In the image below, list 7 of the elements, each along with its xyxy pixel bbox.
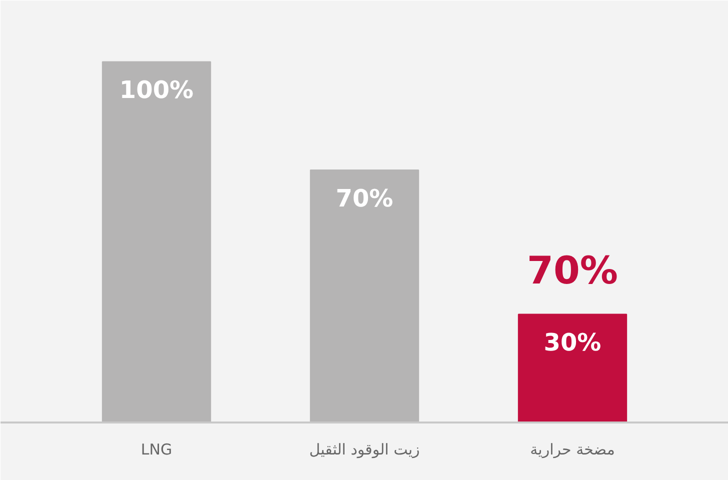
data-label: 70% [336,184,394,212]
x-tick-label: LNG [140,440,172,458]
data-label: 30% [544,328,602,357]
x-tick-label: زيت الوقود الثقيل [309,440,420,458]
x-tick-label: مضخة حرارية [530,440,615,458]
data-label: 100% [119,76,194,104]
annotation: 70% [527,248,618,293]
